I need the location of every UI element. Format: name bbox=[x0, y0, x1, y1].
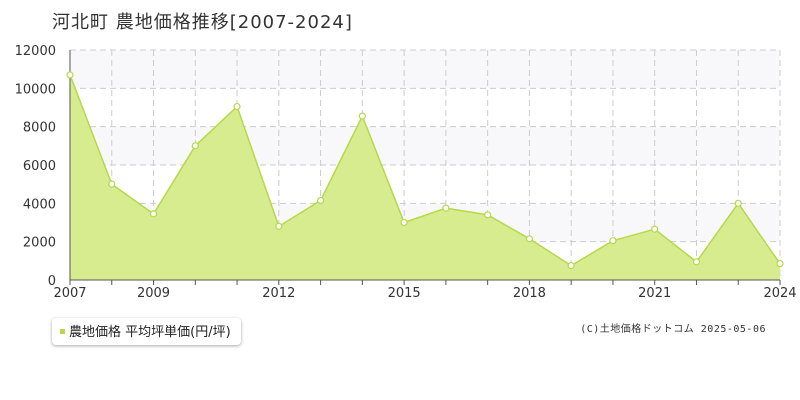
series-area bbox=[70, 74, 780, 281]
y-tick-label: 10000 bbox=[15, 82, 56, 97]
y-tick-labels: 0 2000 4000 6000 8000 10000 12000 bbox=[15, 44, 56, 289]
data-point bbox=[275, 222, 283, 230]
series-line bbox=[69, 74, 781, 267]
copyright-credit: (C)土地価格ドットコム 2025-05-06 bbox=[580, 324, 766, 335]
chart-title: 河北町 農地価格推移[2007-2024] bbox=[52, 12, 353, 33]
x-tick-label: 2012 bbox=[262, 286, 295, 301]
data-point bbox=[734, 199, 742, 207]
data-point bbox=[442, 204, 450, 212]
axes bbox=[69, 50, 781, 285]
data-point bbox=[233, 102, 241, 111]
data-point bbox=[358, 112, 366, 120]
data-point bbox=[651, 225, 659, 233]
grid-band bbox=[70, 88, 780, 127]
data-points bbox=[66, 71, 784, 270]
data-point bbox=[567, 262, 575, 270]
y-tick-label: 4000 bbox=[23, 197, 56, 212]
y-tick-label: 6000 bbox=[23, 159, 56, 174]
data-point bbox=[609, 237, 617, 245]
x-tick-label: 2018 bbox=[513, 286, 546, 301]
grid-band bbox=[70, 126, 780, 165]
x-tick-label: 2009 bbox=[137, 286, 170, 301]
legend-marker-icon bbox=[60, 329, 65, 334]
grid-band bbox=[70, 50, 780, 89]
price-area-chart: 0 2000 4000 6000 8000 10000 12000 2007 2009 2012… bbox=[15, 44, 797, 301]
data-point bbox=[66, 71, 74, 79]
y-tick-label: 0 bbox=[48, 274, 56, 289]
data-point bbox=[484, 211, 492, 219]
y-tick-label: 12000 bbox=[15, 44, 56, 59]
data-point bbox=[108, 180, 116, 188]
data-point bbox=[400, 218, 408, 227]
x-tick-label: 2021 bbox=[638, 286, 671, 301]
data-point bbox=[692, 258, 701, 266]
x-tick-label: 2015 bbox=[388, 286, 421, 301]
data-point bbox=[149, 210, 158, 218]
chart-area: 0 2000 4000 6000 8000 10000 12000 2007 2009 2012… bbox=[15, 44, 797, 301]
data-point bbox=[525, 235, 534, 243]
data-point bbox=[191, 142, 199, 150]
x-tick-label: 2024 bbox=[763, 286, 796, 301]
area-layer bbox=[69, 74, 781, 281]
y-tick-label: 2000 bbox=[23, 236, 56, 251]
x-tick-labels: 2007 2009 2012 2015 2018 2021 2024 bbox=[53, 286, 796, 301]
data-point bbox=[776, 260, 784, 268]
x-tick-label: 2007 bbox=[53, 286, 86, 301]
legend-label: 農地価格 平均坪単価(円/坪) bbox=[69, 325, 231, 340]
data-point bbox=[316, 196, 325, 205]
y-tick-label: 8000 bbox=[23, 121, 56, 136]
legend: 農地価格 平均坪単価(円/坪) bbox=[52, 318, 241, 345]
